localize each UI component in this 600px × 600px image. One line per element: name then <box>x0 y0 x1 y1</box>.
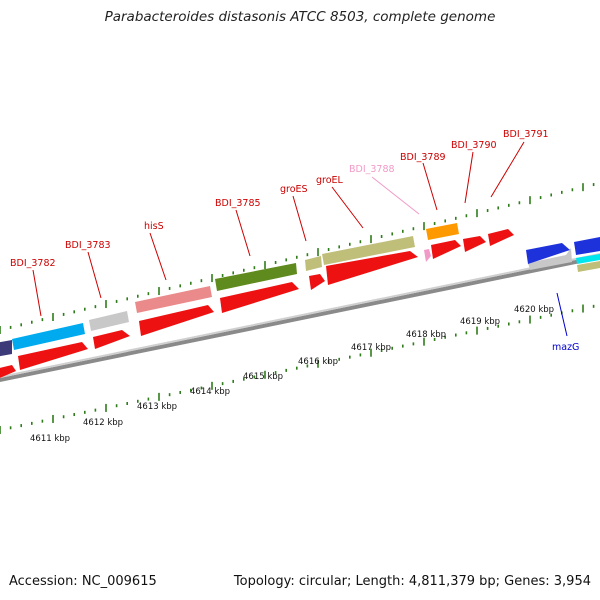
cds-arrow <box>463 236 486 252</box>
gene-label: hisS <box>144 221 164 232</box>
gene-label: groES <box>280 184 308 195</box>
scale-label: 4611 kbp <box>30 434 70 444</box>
cds-arrow <box>93 330 130 349</box>
gene-label: BDI_3788 <box>349 164 395 175</box>
gene-label: BDI_3789 <box>400 152 446 163</box>
cds-arrow-pink <box>424 249 431 262</box>
map-title: Parabacteroides distasonis ATCC 8503, co… <box>104 9 496 25</box>
accession-label: Accession: NC_009615 <box>9 574 157 589</box>
gene-hiss-block <box>135 286 212 313</box>
scale-label: 4612 kbp <box>83 418 123 428</box>
cds-arrow <box>0 365 16 378</box>
gene-label: mazG <box>552 342 579 353</box>
gene-groes-block <box>305 256 322 271</box>
gene-label: BDI_3790 <box>451 140 497 151</box>
leader-mazg <box>556 292 568 337</box>
cds-arrow <box>488 229 514 246</box>
leader-bdi-3791 <box>490 141 525 198</box>
scale-label: 4614 kbp <box>190 387 230 397</box>
cds-arrow <box>309 274 325 290</box>
gene-label: BDI_3785 <box>215 198 261 209</box>
gene-cyan-block <box>576 254 600 264</box>
leader-groes <box>292 195 307 242</box>
leader-hiss <box>149 232 167 281</box>
genome-backbone <box>0 255 600 382</box>
label-leaders <box>32 141 568 337</box>
cds-arrow <box>220 282 299 313</box>
gene-bdi-3783-block <box>89 311 129 331</box>
scale-labels: 4611 kbp 4612 kbp 4613 kbp 4614 kbp 4615 kbp… <box>30 305 554 444</box>
gene-bdi-3785-block <box>215 263 297 291</box>
cds-arrow <box>139 305 214 336</box>
scale-label: 4613 kbp <box>137 402 177 412</box>
leader-bdi-3790 <box>464 151 474 204</box>
leader-bdi-3785 <box>235 209 251 257</box>
leader-bdi-3789 <box>422 162 438 211</box>
upper-tick-row <box>0 183 595 334</box>
gene-bdi-3782-block <box>12 323 85 350</box>
gene-label: groEL <box>316 175 344 186</box>
scale-label: 4616 kbp <box>298 357 338 367</box>
leader-bdi-3783 <box>87 251 102 299</box>
gene-groel-block <box>322 236 415 265</box>
gene-labels: BDI_3782 BDI_3783 hisS BDI_3785 groES groEL BD… <box>10 129 579 353</box>
gene-bdi-3781-block <box>0 340 12 357</box>
genome-summary: Topology: circular; Length: 4,811,379 bp… <box>233 574 591 589</box>
scale-label: 4617 kbp <box>351 343 391 353</box>
lower-tick-row <box>0 304 595 434</box>
gene-olive-block <box>577 261 600 272</box>
cds-arrow <box>431 240 461 259</box>
scale-label: 4620 kbp <box>514 305 554 315</box>
leader-bdi-3788 <box>371 176 420 215</box>
scale-label: 4615 kbp <box>243 372 283 382</box>
scale-label: 4618 kbp <box>406 330 446 340</box>
gene-blue-arrow-2 <box>574 237 600 255</box>
gene-label: BDI_3782 <box>10 258 56 269</box>
gene-bdi-3789-block <box>426 223 459 240</box>
cds-arrow <box>326 251 418 285</box>
cds-arrow <box>18 342 88 370</box>
gene-label: BDI_3783 <box>65 240 111 251</box>
leader-bdi-3782 <box>32 269 42 317</box>
leader-groel <box>331 186 364 229</box>
scale-label: 4619 kbp <box>460 317 500 327</box>
forward-strand-features <box>0 223 600 357</box>
gene-blue-arrow-1 <box>526 243 570 264</box>
genome-backbone-highlight <box>0 253 600 378</box>
gene-label: BDI_3791 <box>503 129 549 140</box>
gene-mazg-block <box>528 248 572 270</box>
cds-arrows <box>0 229 514 378</box>
